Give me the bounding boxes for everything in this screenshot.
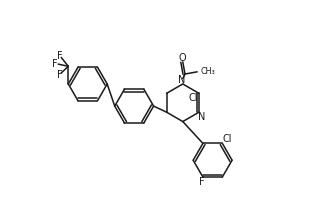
Text: F: F [52,59,58,69]
Text: N: N [197,112,205,122]
Text: F: F [57,51,62,61]
Text: F: F [199,177,205,187]
Text: Cl: Cl [222,134,232,144]
Text: CH₃: CH₃ [200,67,215,76]
Text: O: O [178,53,186,63]
Text: Cl: Cl [189,93,198,103]
Text: F: F [57,70,62,80]
Text: N: N [178,74,185,85]
